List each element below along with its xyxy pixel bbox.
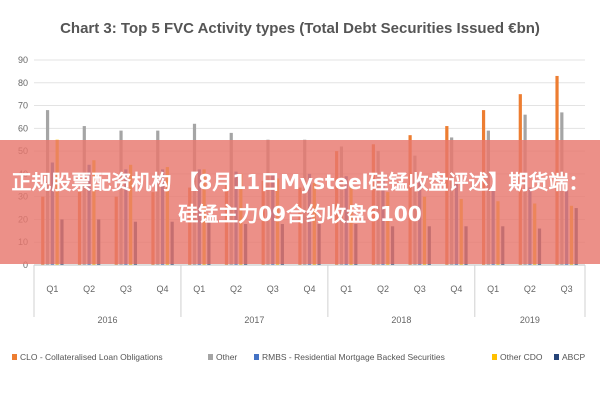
- y-tick-label: 0: [23, 260, 28, 270]
- legend-swatch: [208, 354, 213, 360]
- x-axis: Q1 Q2 Q3 Q4 Q1 Q2 Q3 Q4 Q1 Q2 Q3 Q4 Q1 Q2 Q3 2016 2017 20…: [33, 264, 586, 325]
- legend-label: CLO - Collateralised Loan Obligations: [20, 352, 163, 362]
- x-tick-label: Q1: [46, 284, 58, 294]
- legend-swatch: [254, 354, 259, 360]
- legend-swatch: [554, 354, 559, 360]
- x-tick-label: Q3: [414, 284, 426, 294]
- x-tick-label: Q4: [303, 284, 315, 294]
- x-tick-label: Q1: [487, 284, 499, 294]
- x-tick-label: Q4: [450, 284, 462, 294]
- x-tick-label: Q3: [267, 284, 279, 294]
- x-tick-label: Q3: [561, 284, 573, 294]
- chart-title: Chart 3: Top 5 FVC Activity types (Total…: [60, 20, 540, 37]
- year-label: 2017: [244, 315, 264, 325]
- legend: CLO - Collateralised Loan Obligations Oth…: [12, 352, 585, 362]
- y-tick-label: 70: [18, 101, 28, 111]
- y-tick-label: 60: [18, 123, 28, 133]
- x-tick-label: Q2: [377, 284, 389, 294]
- x-tick-label: Q4: [157, 284, 169, 294]
- x-tick-label: Q2: [230, 284, 242, 294]
- legend-swatch: [12, 354, 17, 360]
- overlay-headline: 正规股票配资机构 【8月11日Mysteel硅锰收盘评述】期货端：硅锰主力09合…: [11, 170, 589, 226]
- year-label: 2019: [520, 315, 540, 325]
- legend-label: RMBS - Residential Mortgage Backed Secur…: [262, 352, 445, 362]
- legend-label: Other CDO: [500, 352, 543, 362]
- overlay-banner: 正规股票配资机构 【8月11日Mysteel硅锰收盘评述】期货端：硅锰主力09合…: [0, 140, 600, 264]
- legend-swatch: [492, 354, 497, 360]
- year-label: 2016: [97, 315, 117, 325]
- y-tick-label: 80: [18, 78, 28, 88]
- legend-label: Other: [216, 352, 237, 362]
- y-tick-label: 90: [18, 55, 28, 65]
- x-tick-label: Q1: [193, 284, 205, 294]
- legend-label: ABCP: [562, 352, 585, 362]
- x-tick-label: Q2: [83, 284, 95, 294]
- x-tick-label: Q1: [340, 284, 352, 294]
- x-tick-label: Q3: [120, 284, 132, 294]
- year-label: 2018: [391, 315, 411, 325]
- x-tick-label: Q2: [524, 284, 536, 294]
